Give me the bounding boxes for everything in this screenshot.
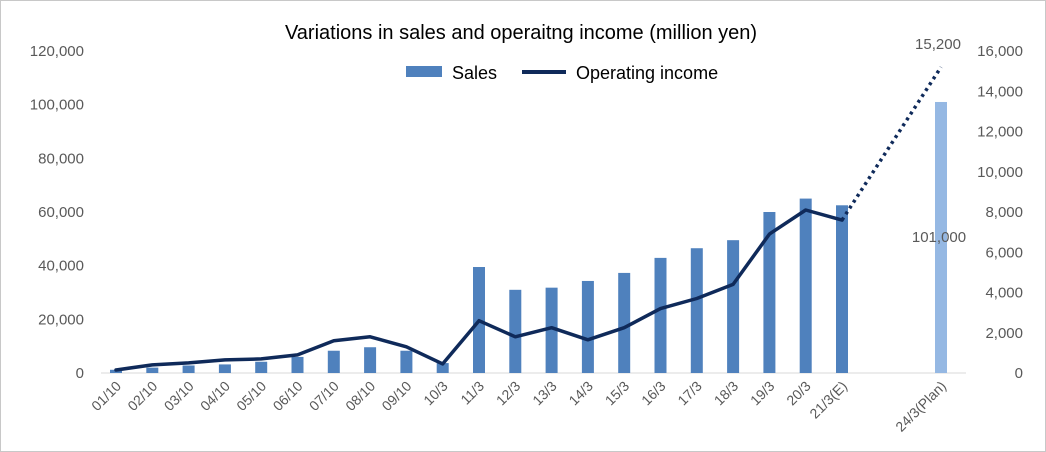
x-tick-label: 21/3(E) [806, 378, 850, 422]
y-left-tick-label: 0 [76, 365, 84, 382]
sales-bar [218, 364, 231, 373]
legend-label-sales: Sales [452, 63, 497, 83]
x-axis: 01/10 02/10 03/10 04/10 05/10 06/10 07/10 08/10… [88, 378, 949, 435]
x-tick-label: 06/10 [270, 378, 306, 414]
x-tick-label: 15/3 [602, 378, 633, 409]
y-right-tick-label: 6,000 [985, 244, 1023, 261]
sales-bar [654, 257, 667, 373]
sales-bars [110, 101, 947, 373]
legend-swatch-sales [406, 66, 442, 77]
sales-bar [327, 350, 340, 373]
y-left-tick-label: 20,000 [38, 311, 84, 328]
operating-income-line-actual [114, 208, 844, 372]
sales-bar [364, 347, 377, 373]
x-tick-label: 17/3 [674, 378, 705, 409]
sales-bar [182, 365, 195, 373]
sales-bar [799, 198, 812, 373]
legend-label-operating-income: Operating income [576, 63, 718, 83]
x-tick-label: 24/3(Plan) [892, 378, 949, 435]
y-right-tick-label: 4,000 [985, 285, 1023, 302]
data-label-sales-plan: 101,000 [912, 229, 966, 246]
y-right-tick-label: 16,000 [977, 43, 1023, 60]
x-tick-label: 11/3 [457, 378, 487, 408]
y-axis-left: 0 20,000 40,000 60,000 80,000 100,000 120,000 [30, 43, 84, 382]
y-left-tick-label: 120,000 [30, 43, 84, 60]
x-tick-label: 20/3 [783, 378, 814, 409]
y-right-tick-label: 8,000 [985, 204, 1023, 221]
x-tick-label: 02/10 [124, 378, 160, 414]
y-axis-right: 0 2,000 4,000 6,000 8,000 10,000 12,000 14,000 1… [977, 43, 1023, 382]
x-tick-label: 08/10 [342, 378, 378, 414]
sales-bar [545, 287, 558, 373]
sales-bar [436, 363, 449, 373]
sales-bar [763, 212, 776, 373]
x-tick-label: 16/3 [638, 378, 669, 409]
legend: Sales Operating income [406, 63, 718, 83]
sales-bar [690, 248, 703, 373]
y-left-tick-label: 40,000 [38, 258, 84, 275]
x-tick-label: 09/10 [378, 378, 414, 414]
sales-bar [836, 205, 848, 373]
sales-bar [291, 356, 304, 373]
operating-income-line [114, 66, 943, 372]
x-tick-label: 19/3 [747, 378, 778, 409]
x-tick-label: 03/10 [161, 378, 197, 414]
y-left-tick-label: 80,000 [38, 150, 84, 167]
y-left-tick-label: 100,000 [30, 97, 84, 114]
x-tick-label: 18/3 [711, 378, 742, 409]
chart-title: Variations in sales and operaitng income… [285, 22, 757, 44]
x-tick-label: 14/3 [565, 378, 596, 409]
x-tick-label: 13/3 [529, 378, 560, 409]
sales-bar [618, 272, 631, 373]
y-right-tick-label: 2,000 [985, 325, 1023, 342]
sales-bar [581, 280, 594, 373]
y-right-tick-label: 12,000 [977, 124, 1023, 141]
sales-bar [727, 240, 740, 373]
x-tick-label: 01/10 [88, 378, 124, 414]
sales-bar [935, 101, 947, 373]
x-tick-label: 12/3 [493, 378, 524, 409]
x-tick-label: 07/10 [306, 378, 342, 414]
x-tick-label: 05/10 [233, 378, 269, 414]
sales-bar [255, 361, 268, 373]
y-right-tick-label: 14,000 [977, 83, 1023, 100]
y-left-tick-label: 60,000 [38, 204, 84, 221]
x-tick-label: 04/10 [197, 378, 233, 414]
y-right-tick-label: 0 [1015, 365, 1023, 382]
sales-bar [509, 289, 522, 373]
sales-bar [400, 350, 413, 373]
sales-bar [146, 367, 159, 373]
operating-income-line-plan [840, 66, 943, 222]
data-label-income-plan: 15,200 [915, 36, 961, 53]
x-tick-label: 10/3 [420, 378, 451, 409]
y-right-tick-label: 10,000 [977, 164, 1023, 181]
